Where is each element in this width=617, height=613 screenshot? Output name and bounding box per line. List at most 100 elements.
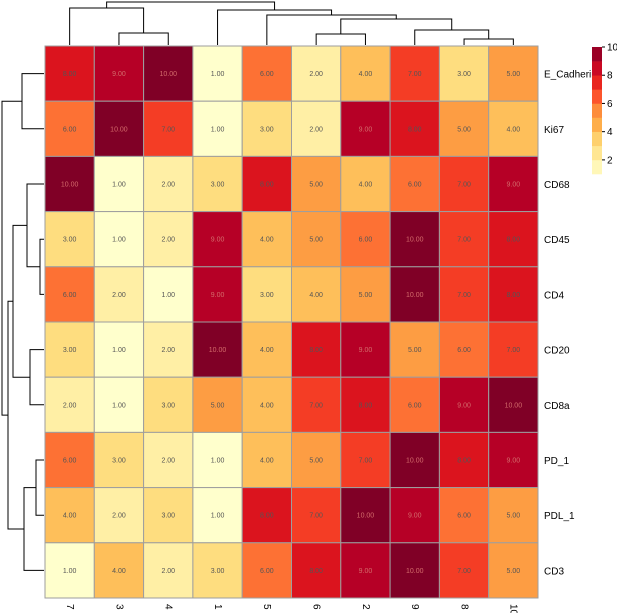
cell-value-label: 6.00	[260, 71, 274, 78]
cell-value-label: 3.00	[112, 458, 126, 465]
heatmap-cell	[389, 266, 440, 323]
color-legend: 2 4 6 8 10	[592, 43, 617, 175]
cell-value-label: 8.00	[457, 458, 471, 465]
column-label: 6	[311, 604, 322, 610]
heatmap-cell	[340, 376, 391, 433]
cell-value-label: 5.00	[309, 237, 323, 244]
heatmap-cell	[291, 431, 342, 489]
heatmap-cell	[143, 376, 194, 433]
cell-value-label: 9.00	[211, 292, 225, 299]
cell-value-label: 3.00	[211, 182, 225, 189]
cell-value-label: 5.00	[309, 182, 323, 189]
dendrogram-branch	[7, 300, 24, 530]
cell-value-label: 10.00	[505, 402, 523, 409]
heatmap-cell	[192, 266, 243, 323]
dendrogram-branch	[106, 1, 276, 10]
cell-value-label: 6.00	[359, 237, 373, 244]
column-labels: 7 3 4 1 5 6 2 9 8 10	[64, 604, 519, 613]
cell-value-label: 7.00	[457, 568, 471, 575]
dendrogram-branch	[21, 73, 44, 130]
cell-value-label: 1.00	[211, 71, 225, 78]
colorbar-segment	[592, 75, 602, 90]
cell-value-label: 1.00	[112, 402, 126, 409]
heatmap-cell	[389, 100, 440, 157]
cell-value-label: 8.00	[309, 568, 323, 575]
cell-value-label: 2.00	[309, 71, 323, 78]
heatmap-cell	[143, 100, 194, 157]
heatmap-cell	[291, 542, 342, 599]
heatmap-cell	[438, 155, 490, 213]
colorbar-segment	[592, 159, 602, 175]
heatmap-cell	[143, 266, 194, 323]
cell-value-label: 7.00	[457, 237, 471, 244]
cell-value-label: 5.00	[309, 458, 323, 465]
heatmap-cell	[291, 266, 342, 323]
heatmap-cell	[44, 266, 95, 323]
cell-value-label: 10.00	[209, 347, 227, 354]
cell-value-label: 2.00	[63, 402, 77, 409]
cell-value-label: 5.00	[408, 347, 422, 354]
cell-value-label: 6.00	[63, 458, 77, 465]
cell-value-label: 2.00	[161, 237, 175, 244]
cell-value-label: 10.00	[159, 71, 177, 78]
heatmap-cell	[241, 211, 292, 268]
heatmap-cell	[488, 100, 539, 157]
cell-value-label: 8.00	[507, 292, 521, 299]
cell-value-label: 4.00	[309, 292, 323, 299]
cell-value-label: 7.00	[309, 402, 323, 409]
heatmap-cell	[241, 321, 292, 378]
dendrogram-branch	[463, 38, 514, 45]
cell-value-label: 3.00	[63, 347, 77, 354]
heatmap-cell	[389, 211, 440, 268]
cell-value-label: 3.00	[457, 71, 471, 78]
row-label: Ki67	[544, 125, 564, 136]
colorbar-segment	[592, 103, 602, 118]
cell-value-label: 6.00	[457, 513, 471, 520]
cell-value-label: 3.00	[161, 513, 175, 520]
heatmap-cell	[93, 542, 145, 599]
heatmap-cell	[340, 100, 391, 157]
colorbar-segment	[592, 47, 602, 62]
heatmap-cell	[340, 487, 391, 544]
colorbar-segment	[592, 89, 602, 104]
heatmap-cell	[291, 487, 342, 544]
dendrogram-branch	[23, 487, 44, 571]
heatmap-cell	[44, 155, 95, 213]
cell-value-label: 1.00	[112, 237, 126, 244]
cell-value-label: 10.00	[406, 568, 424, 575]
column-label: 2	[360, 604, 371, 610]
heatmap-cell	[291, 100, 342, 157]
cell-value-label: 3.00	[63, 237, 77, 244]
dendrogram-branch	[29, 349, 44, 406]
cell-value-label: 2.00	[161, 347, 175, 354]
heatmap-cell	[192, 155, 243, 213]
heatmap-cell	[488, 45, 539, 102]
row-labels: E_Cadherin Ki67 CD68 CD45 CD4 CD20 CD8a PD_1 PDL…	[544, 70, 597, 578]
dendrogram-branch	[26, 183, 44, 268]
cell-value-label: 9.00	[359, 126, 373, 133]
cell-value-label: 8.00	[260, 513, 274, 520]
dendrogram-branch	[340, 18, 453, 34]
heatmap-cell	[192, 321, 243, 378]
column-label: 8	[458, 604, 469, 610]
cell-value-label: 2.00	[161, 568, 175, 575]
heatmap-cell	[438, 266, 490, 323]
cell-value-label: 9.00	[211, 237, 225, 244]
dendrogram-branch	[1, 100, 22, 416]
cell-value-label: 9.00	[408, 513, 422, 520]
cell-value-label: 3.00	[211, 568, 225, 575]
heatmap-cell	[192, 376, 243, 433]
cell-value-label: 10.00	[357, 513, 375, 520]
cell-value-label: 8.00	[260, 182, 274, 189]
heatmap-cell	[389, 45, 440, 102]
heatmap-cell	[438, 321, 490, 378]
cell-value-label: 6.00	[260, 568, 274, 575]
heatmap-cell	[93, 431, 145, 489]
row-label: CD20	[544, 346, 570, 357]
cell-value-label: 9.00	[112, 71, 126, 78]
column-label: 1	[212, 604, 223, 610]
row-label: CD68	[544, 180, 570, 191]
cell-value-label: 6.00	[63, 126, 77, 133]
heatmap-cell	[93, 487, 145, 544]
heatmap-cell	[241, 100, 292, 157]
